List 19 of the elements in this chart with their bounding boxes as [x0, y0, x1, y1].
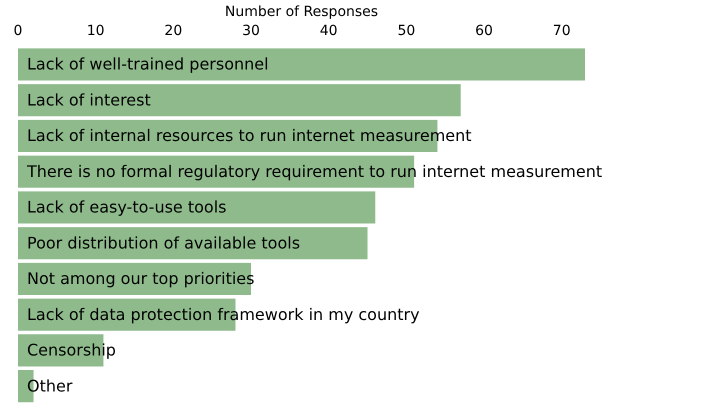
x-tick-label: 10: [86, 22, 105, 39]
x-tick-label: 40: [320, 22, 338, 39]
x-tick-label: 50: [397, 22, 416, 39]
bar: [18, 227, 368, 260]
y-tick-label: Lack of easy-to-use tools: [27, 198, 226, 217]
y-tick-label: Other: [27, 376, 73, 396]
bar: [18, 191, 376, 224]
bar: [18, 84, 461, 116]
x-tick-label: 30: [242, 22, 260, 39]
x-axis-title: Number of Responses: [224, 4, 378, 20]
x-tick-label: 20: [164, 22, 182, 39]
y-tick-label: Lack of data protection framework in my country: [27, 304, 420, 324]
bar: [18, 48, 585, 81]
x-tick-label: 0: [14, 22, 22, 39]
y-tick-label: Lack of well-trained personnel: [27, 54, 269, 74]
y-tick-label: Lack of interest: [27, 90, 151, 110]
y-tick-label: Poor distribution of available tools: [27, 233, 300, 252]
x-tick-label: 60: [475, 22, 493, 39]
x-tick-label: 70: [552, 22, 571, 39]
